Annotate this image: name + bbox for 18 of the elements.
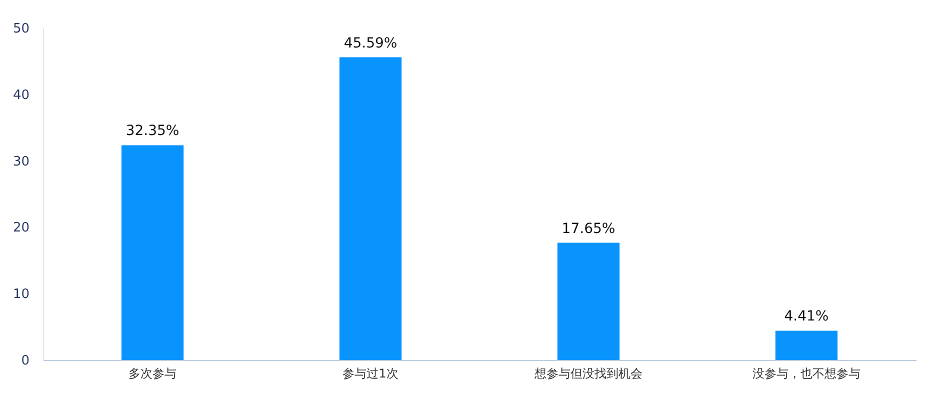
y-tick-label: 30 [12, 154, 30, 170]
bar [339, 57, 402, 360]
data-label: 45.59% [344, 35, 398, 52]
bar [557, 242, 620, 360]
x-tick-label: 想参与但没找到机会 [533, 366, 642, 380]
y-tick-label: 50 [12, 22, 30, 36]
y-tick-label: 40 [12, 88, 30, 103]
y-tick-label: 10 [12, 287, 30, 302]
x-tick-label: 参与过1次 [342, 366, 398, 380]
data-label: 32.35% [126, 123, 180, 140]
bar [775, 330, 838, 360]
x-tick-label: 没参与，也不想参与 [752, 366, 860, 380]
data-label: 17.65% [562, 220, 616, 237]
bar [121, 145, 184, 360]
x-tick-label: 多次参与 [128, 366, 177, 380]
y-tick-label: 0 [21, 354, 30, 368]
y-tick-label: 20 [12, 220, 30, 236]
data-label: 4.41% [784, 308, 829, 325]
